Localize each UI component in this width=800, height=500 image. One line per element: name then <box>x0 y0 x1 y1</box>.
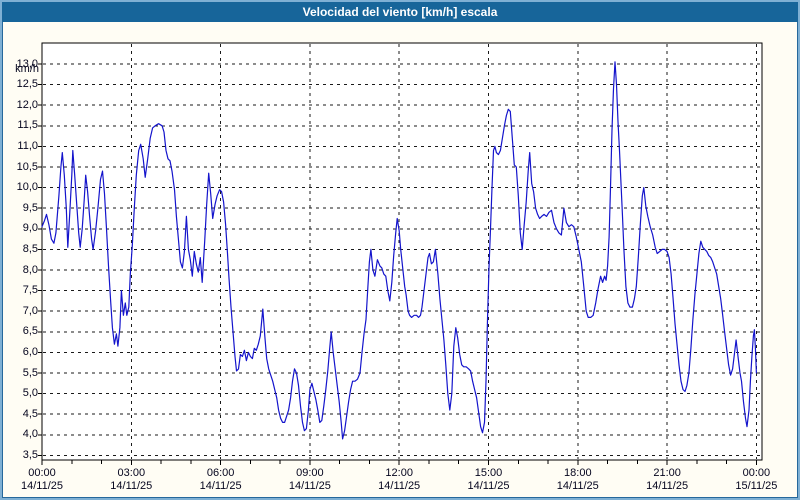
x-tick-time: 15:00 <box>474 467 503 479</box>
x-tick-time: 18:00 <box>564 467 592 479</box>
y-tick-label: 9,0 <box>22 222 38 235</box>
y-tick-label: 7,5 <box>22 284 38 297</box>
y-tick-label: 10,5 <box>16 160 38 173</box>
y-tick-label: 3,5 <box>22 448 38 461</box>
y-tick-label: 12,0 <box>16 98 38 111</box>
x-tick-time: 12:00 <box>385 467 413 479</box>
x-tick-label: 15:00 14/11/25 <box>452 467 526 493</box>
y-tick-label: 11,5 <box>17 119 38 132</box>
y-tick-label: 12,5 <box>16 78 38 91</box>
y-tick-label: 5,5 <box>22 366 38 379</box>
x-tick-label: 00:00 15/11/25 <box>719 467 793 493</box>
y-tick-label: 4,5 <box>22 407 38 420</box>
x-tick-time: 00:00 <box>28 467 56 479</box>
x-tick-label: 09:00 14/11/25 <box>273 467 347 493</box>
x-tick-date: 14/11/25 <box>288 480 331 492</box>
y-tick-label: 7,0 <box>22 304 38 317</box>
chart-title-bar: Velocidad del viento [km/h] escala <box>2 2 798 22</box>
y-tick-label: 9,5 <box>22 201 38 214</box>
x-tick-time: 09:00 <box>296 467 324 479</box>
y-tick-label: 13,0 <box>16 57 38 70</box>
x-tick-label: 21:00 14/11/25 <box>630 467 704 493</box>
x-tick-time: 21:00 <box>653 467 681 479</box>
x-tick-date: 14/11/25 <box>378 480 421 492</box>
y-tick-label: 5,0 <box>22 387 38 400</box>
y-axis-unit-label: km/h <box>15 63 39 75</box>
x-tick-date: 14/11/25 <box>20 480 63 492</box>
wind-speed-series-line <box>41 61 758 440</box>
x-tick-label: 18:00 14/11/25 <box>541 467 615 493</box>
y-tick-label: 11,0 <box>17 139 38 152</box>
x-tick-label: 12:00 14/11/25 <box>362 467 436 493</box>
y-tick-label: 10,0 <box>16 181 38 194</box>
x-tick-label: 03:00 14/11/25 <box>94 467 168 493</box>
y-tick-label: 6,0 <box>22 345 38 358</box>
x-tick-label: 00:00 14/11/25 <box>5 467 79 493</box>
x-tick-date: 14/11/25 <box>556 480 599 492</box>
x-tick-time: 03:00 <box>117 467 146 479</box>
x-tick-time: 00:00 <box>742 467 771 479</box>
x-tick-date: 14/11/25 <box>467 480 510 492</box>
plot-background <box>41 42 763 461</box>
y-tick-label: 4,0 <box>22 428 38 441</box>
x-tick-date: 14/11/25 <box>110 480 153 492</box>
y-tick-label: 8,0 <box>22 263 38 276</box>
x-tick-date: 14/11/25 <box>199 480 242 492</box>
x-tick-label: 06:00 14/11/25 <box>184 467 258 493</box>
plot-area-wrapper: km/h 13,0 12,5 12,0 11,5 11,0 10,5 10,0 9,5 9,0 8… <box>2 22 798 498</box>
y-tick-label: 8,5 <box>22 242 38 255</box>
x-tick-time: 06:00 <box>206 467 235 479</box>
x-tick-date: 15/11/25 <box>735 480 778 492</box>
chart-title: Velocidad del viento [km/h] escala <box>302 5 498 19</box>
x-tick-date: 14/11/25 <box>646 480 689 492</box>
y-tick-label: 6,5 <box>22 325 38 338</box>
